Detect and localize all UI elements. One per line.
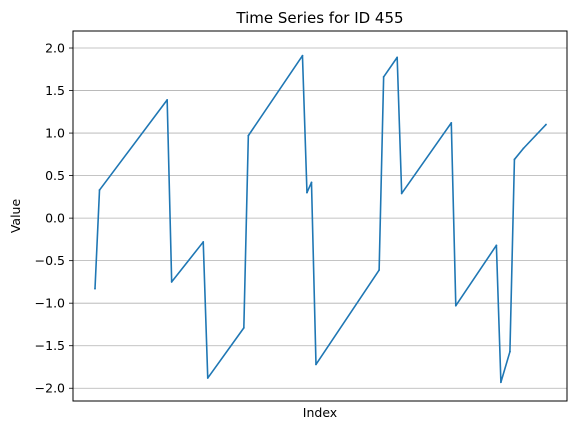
data-point: [400, 192, 403, 195]
data-point: [310, 181, 313, 184]
data-point: [301, 54, 304, 57]
data-point: [202, 241, 205, 243]
chart-title: Time Series for ID 455: [235, 9, 403, 27]
data-point: [166, 99, 169, 101]
data-point: [94, 287, 96, 290]
y-tick-label: −0.5: [35, 253, 65, 268]
x-axis-title: Index: [303, 405, 337, 420]
data-point: [242, 326, 245, 329]
data-point: [500, 381, 502, 384]
data-point: [454, 304, 457, 307]
data-point: [513, 158, 516, 161]
y-tick-label: 2.0: [45, 41, 65, 56]
series-line: [94, 54, 547, 384]
data-point: [522, 147, 525, 150]
y-tick-label: 0.5: [45, 168, 65, 183]
y-axis-ticks: −2.0 −1.5 −1.0 −0.5 0.0 0.5 1.0 1.5 2.0: [35, 41, 73, 396]
y-axis-title: Value: [8, 199, 23, 234]
y-tick-label: 1.0: [45, 126, 65, 141]
data-point: [450, 121, 453, 124]
data-point: [396, 56, 399, 59]
data-point: [98, 189, 101, 191]
y-tick-label: −1.5: [35, 338, 65, 353]
data-point: [315, 363, 317, 366]
data-point: [378, 269, 381, 271]
data-point: [382, 76, 385, 78]
data-point: [206, 377, 209, 379]
data-point: [306, 191, 308, 194]
data-point: [495, 244, 498, 247]
data-point: [247, 134, 250, 137]
data-point: [509, 350, 511, 353]
data-point: [545, 123, 547, 126]
data-point: [170, 281, 173, 283]
y-gridlines: [73, 47, 567, 389]
y-tick-label: 1.5: [45, 83, 65, 98]
y-tick-label: −2.0: [35, 381, 65, 396]
y-tick-label: −1.0: [35, 296, 65, 311]
plot-area-frame: [72, 30, 568, 402]
y-tick-label: 0.0: [45, 211, 65, 226]
series-layer: [94, 54, 547, 384]
